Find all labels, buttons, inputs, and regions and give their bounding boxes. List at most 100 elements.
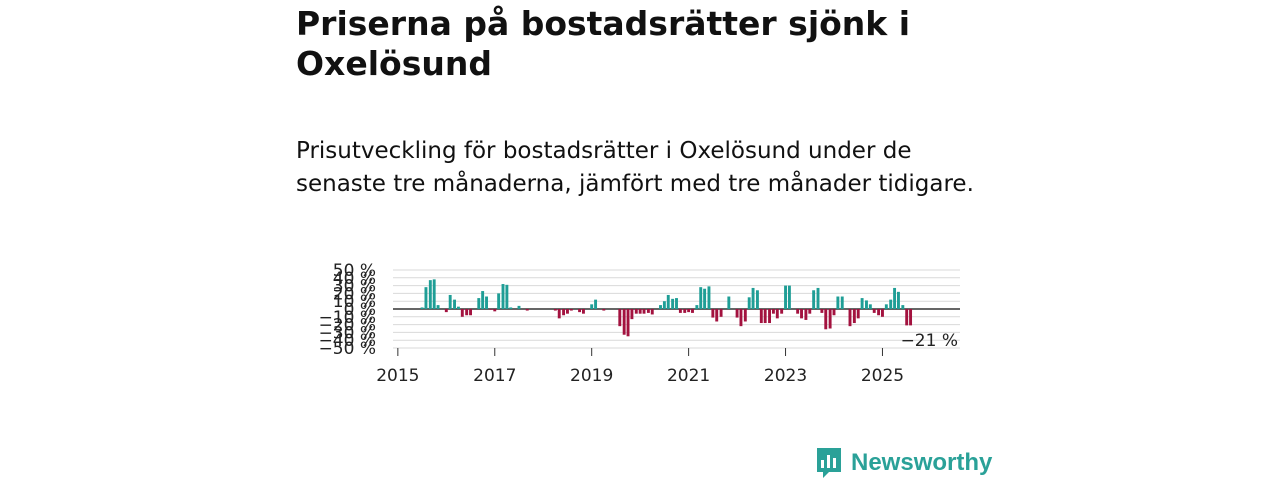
bar [517, 305, 521, 309]
bar [646, 309, 650, 313]
bar [755, 290, 759, 309]
bar [469, 309, 472, 316]
bar [505, 284, 509, 309]
bar [711, 309, 715, 318]
x-tick-label: 2023 [764, 366, 807, 386]
bar [659, 305, 662, 309]
bar [622, 309, 626, 335]
bar [594, 299, 598, 309]
bar [872, 309, 876, 313]
bar [848, 309, 852, 327]
bar [453, 299, 456, 309]
y-tick-label: −50 % [319, 339, 376, 359]
bar [796, 309, 800, 314]
bar [691, 309, 694, 313]
bar [804, 309, 808, 320]
bar [820, 309, 824, 313]
bar [420, 307, 424, 309]
axis-layer: 50 %40 %30 %20 %10 %0 %−10 %−20 %−30 %−4… [319, 261, 958, 386]
bar [852, 309, 856, 324]
x-tick-label: 2015 [376, 366, 419, 386]
bar [800, 309, 803, 319]
bar [501, 284, 505, 309]
y-tick-label: 0 % [344, 300, 376, 320]
bar [893, 287, 897, 309]
y-tick-label: 40 % [333, 269, 376, 289]
bar [569, 309, 573, 311]
bar [428, 280, 432, 309]
bar [840, 296, 844, 309]
bar [784, 285, 787, 309]
brand-name: Newsworthy [851, 449, 993, 476]
y-tick-label: −30 % [319, 323, 376, 343]
bar [448, 294, 452, 309]
bar [860, 298, 864, 309]
bar [493, 309, 497, 312]
bar [812, 290, 816, 309]
bar [485, 296, 488, 309]
bar [739, 309, 743, 327]
bar [836, 296, 840, 309]
bar [884, 304, 888, 309]
bar [707, 286, 711, 309]
y-tick-label: 50 % [333, 261, 376, 281]
bar [424, 287, 428, 309]
y-tick-label: −10 % [319, 308, 376, 328]
bar [497, 293, 501, 309]
bar [856, 309, 860, 319]
bar [699, 287, 703, 309]
bar [832, 309, 836, 316]
bar [582, 309, 585, 314]
bar [638, 309, 642, 314]
bar [525, 309, 529, 311]
bar [828, 309, 832, 329]
bar [775, 309, 779, 319]
bar [662, 301, 666, 309]
bar [889, 299, 893, 309]
bar [683, 309, 687, 313]
bar [771, 309, 775, 314]
bar [816, 287, 820, 309]
bar [715, 309, 719, 322]
bar [590, 304, 594, 309]
bar [824, 309, 828, 330]
bar [618, 309, 622, 327]
x-tick-label: 2025 [861, 366, 904, 386]
bar [678, 309, 682, 313]
bar [897, 291, 900, 309]
bar [477, 298, 481, 309]
bar [868, 304, 872, 309]
bar [460, 309, 464, 317]
bar [881, 309, 884, 317]
bar [751, 287, 755, 309]
bar [630, 309, 634, 320]
bar [465, 309, 469, 316]
bar [808, 309, 812, 314]
newsworthy-logo-icon [817, 448, 841, 478]
y-tick-label: −40 % [319, 331, 376, 351]
bar [436, 305, 440, 309]
bar [759, 309, 763, 324]
last-value-label: −21 % [901, 331, 958, 351]
bar [687, 309, 691, 313]
bar [865, 300, 868, 309]
bars-layer [420, 279, 913, 337]
bar [905, 309, 909, 326]
bar [877, 309, 881, 316]
bar [650, 309, 654, 315]
bar [578, 309, 582, 313]
x-tick-label: 2021 [667, 366, 710, 386]
bar [735, 309, 739, 318]
bar [566, 309, 569, 314]
bar [553, 309, 557, 311]
bar [626, 309, 630, 337]
bar [787, 285, 791, 309]
bar [768, 309, 771, 324]
y-tick-label: 20 % [333, 284, 376, 304]
bar [642, 309, 646, 314]
bar [509, 307, 513, 309]
bar [562, 309, 566, 316]
bar [444, 309, 448, 313]
bar [481, 291, 485, 309]
